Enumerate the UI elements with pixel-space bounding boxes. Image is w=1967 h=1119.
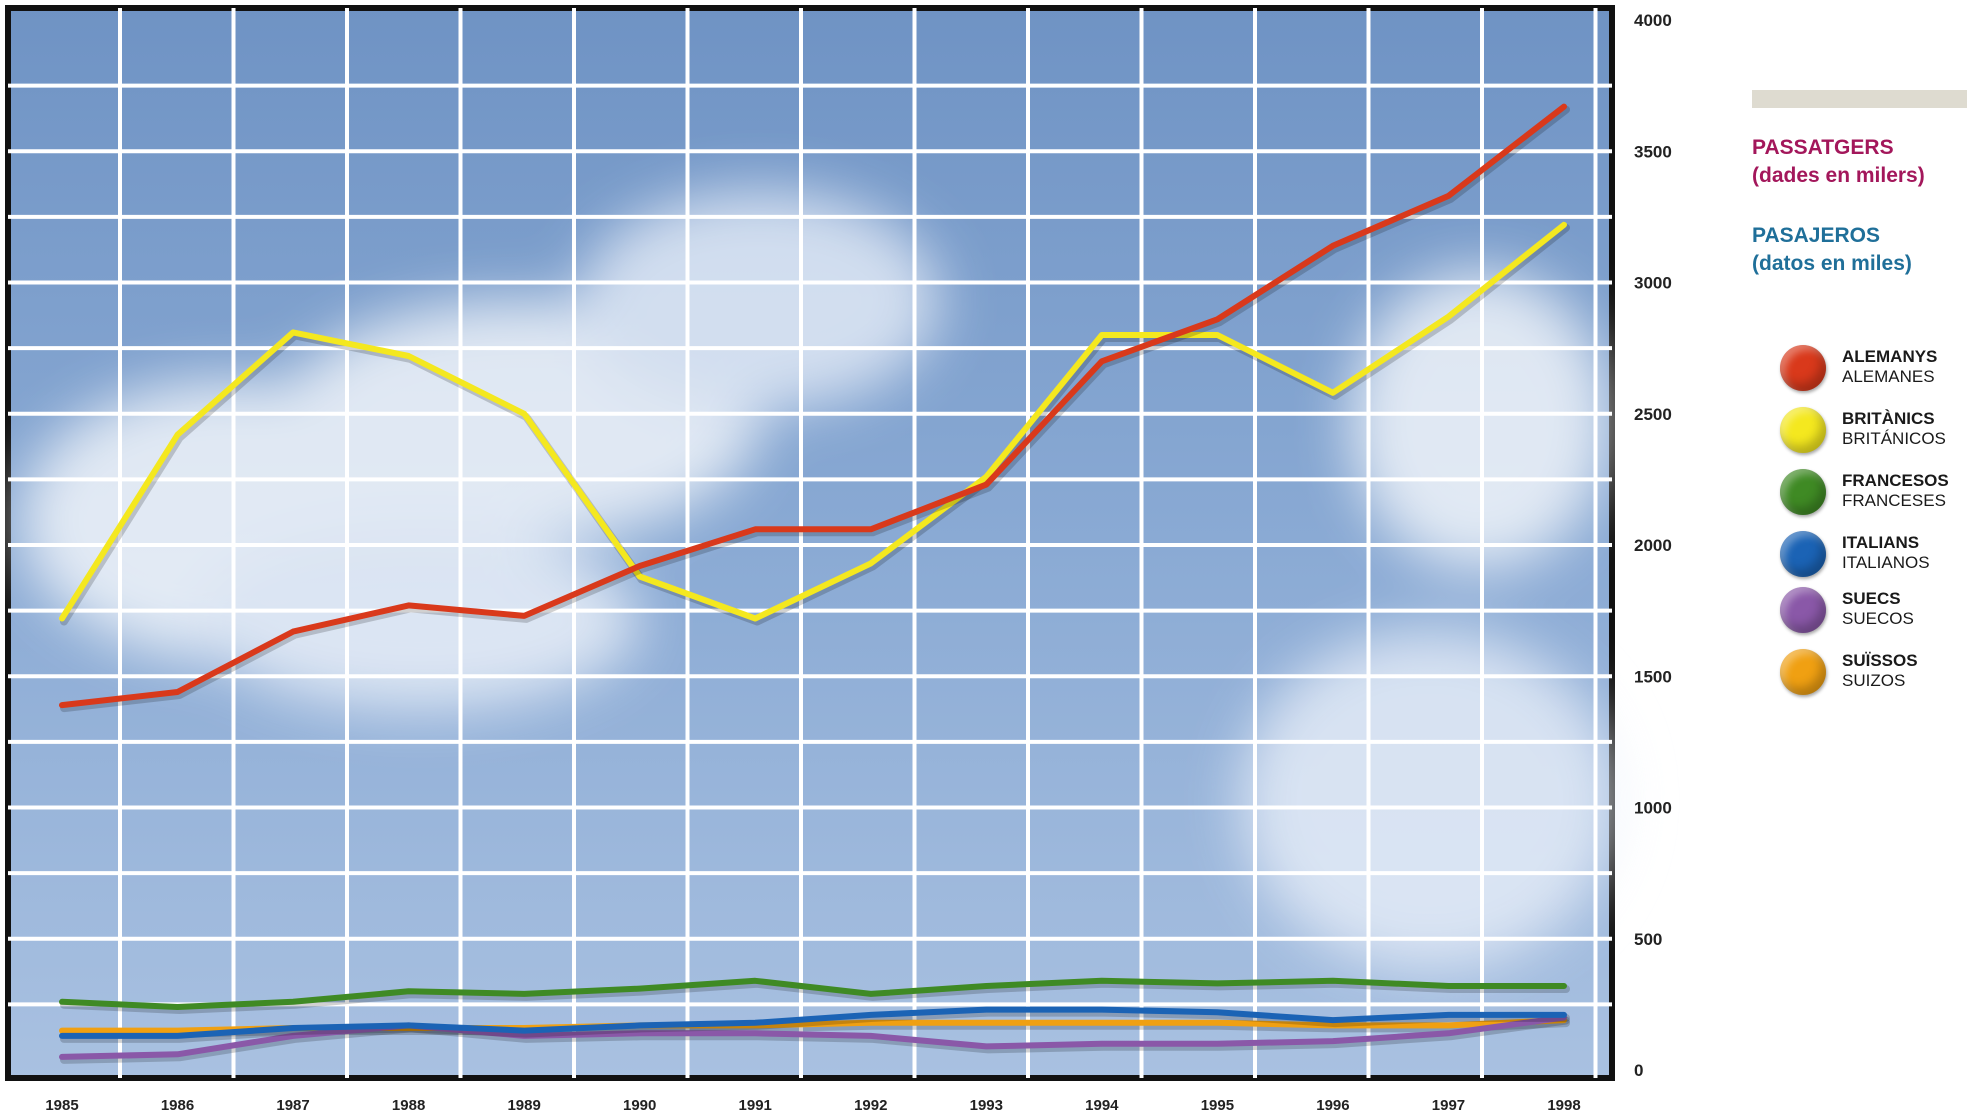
series-line-suecos xyxy=(59,1014,1567,1060)
x-tick-label: 1986 xyxy=(161,1097,194,1114)
x-tick-label: 1991 xyxy=(739,1097,772,1114)
x-tick-label: 1990 xyxy=(623,1097,656,1114)
legend-label-ca: ALEMANYS xyxy=(1842,347,1938,366)
subtitle-ca-label: (dades en milers) xyxy=(1752,164,1925,187)
y-tick-label: 1000 xyxy=(1634,799,1672,818)
legend-item: BRITÀNICS BRITÁNICOS xyxy=(1780,405,1967,457)
x-tick-label: 1985 xyxy=(45,1097,78,1114)
x-tick-label: 1993 xyxy=(970,1097,1003,1114)
legend-item: SUECS SUECOS xyxy=(1780,585,1967,637)
legend-label-es: FRANCESES xyxy=(1842,491,1946,510)
legend-swatch xyxy=(1780,531,1826,577)
legend-swatch xyxy=(1780,345,1826,391)
title-es-label: PASAJEROS xyxy=(1752,224,1880,247)
series-line-franceses xyxy=(59,977,1567,1010)
y-axis-ticks: 0 500 1000 1500 2000 2500 3000 3500 4000 xyxy=(1634,11,1672,1080)
series-line-británicos xyxy=(59,221,1567,622)
series-line-italianos xyxy=(59,1006,1567,1039)
legend-label-ca: SUÏSSOS xyxy=(1842,651,1918,670)
y-tick-label: 4000 xyxy=(1634,11,1672,30)
legend-label-es: SUECOS xyxy=(1842,609,1914,628)
x-tick-label: 1996 xyxy=(1316,1097,1349,1114)
legend-item: ITALIANS ITALIANOS xyxy=(1780,529,1967,581)
y-tick-label: 3500 xyxy=(1634,142,1672,161)
legend-swatch xyxy=(1780,469,1826,515)
x-tick-label: 1989 xyxy=(507,1097,540,1114)
y-tick-label: 2500 xyxy=(1634,405,1672,424)
y-tick-label: 2000 xyxy=(1634,536,1672,555)
y-tick-label: 1500 xyxy=(1634,667,1672,686)
legend-label-es: ALEMANES xyxy=(1842,367,1935,386)
legend-item: SUÏSSOS SUIZOS xyxy=(1780,647,1967,699)
title-catalan: PASSATGERS (dades en milers) xyxy=(1752,134,1925,190)
series-lines xyxy=(59,103,1570,1064)
legend-label-ca: FRANCESOS xyxy=(1842,471,1949,490)
x-tick-label: 1997 xyxy=(1432,1097,1465,1114)
x-tick-label: 1998 xyxy=(1547,1097,1580,1114)
legend-item: FRANCESOS FRANCESES xyxy=(1780,467,1967,519)
y-tick-label: 3000 xyxy=(1634,274,1672,293)
decorative-bar xyxy=(1752,90,1967,108)
y-tick-label: 500 xyxy=(1634,930,1662,949)
x-tick-label: 1994 xyxy=(1085,1097,1119,1114)
title-spanish: PASAJEROS (datos en miles) xyxy=(1752,222,1912,278)
subtitle-es-label: (datos en miles) xyxy=(1752,252,1912,275)
legend-swatch xyxy=(1780,587,1826,633)
y-tick-label: 0 xyxy=(1634,1061,1643,1080)
title-ca-label: PASSATGERS xyxy=(1752,136,1894,159)
legend-label-es: ITALIANOS xyxy=(1842,553,1930,572)
x-tick-label: 1988 xyxy=(392,1097,425,1114)
legend-label-ca: BRITÀNICS xyxy=(1842,409,1935,428)
legend-label-ca: SUECS xyxy=(1842,589,1901,608)
x-tick-label: 1992 xyxy=(854,1097,887,1114)
legend-swatch xyxy=(1780,407,1826,453)
x-axis-ticks: 1985 1986 1987 1988 1989 1990 1991 1992 1993 1994… xyxy=(45,1097,1580,1114)
legend-item: ALEMANYS ALEMANES xyxy=(1780,343,1967,395)
x-tick-label: 1987 xyxy=(276,1097,309,1114)
x-tick-label: 1995 xyxy=(1201,1097,1234,1114)
legend-label-es: BRITÁNICOS xyxy=(1842,429,1946,448)
legend-swatch xyxy=(1780,649,1826,695)
legend-label-ca: ITALIANS xyxy=(1842,533,1920,552)
legend-label-es: SUIZOS xyxy=(1842,671,1906,690)
series-line-alemanes xyxy=(59,103,1567,709)
